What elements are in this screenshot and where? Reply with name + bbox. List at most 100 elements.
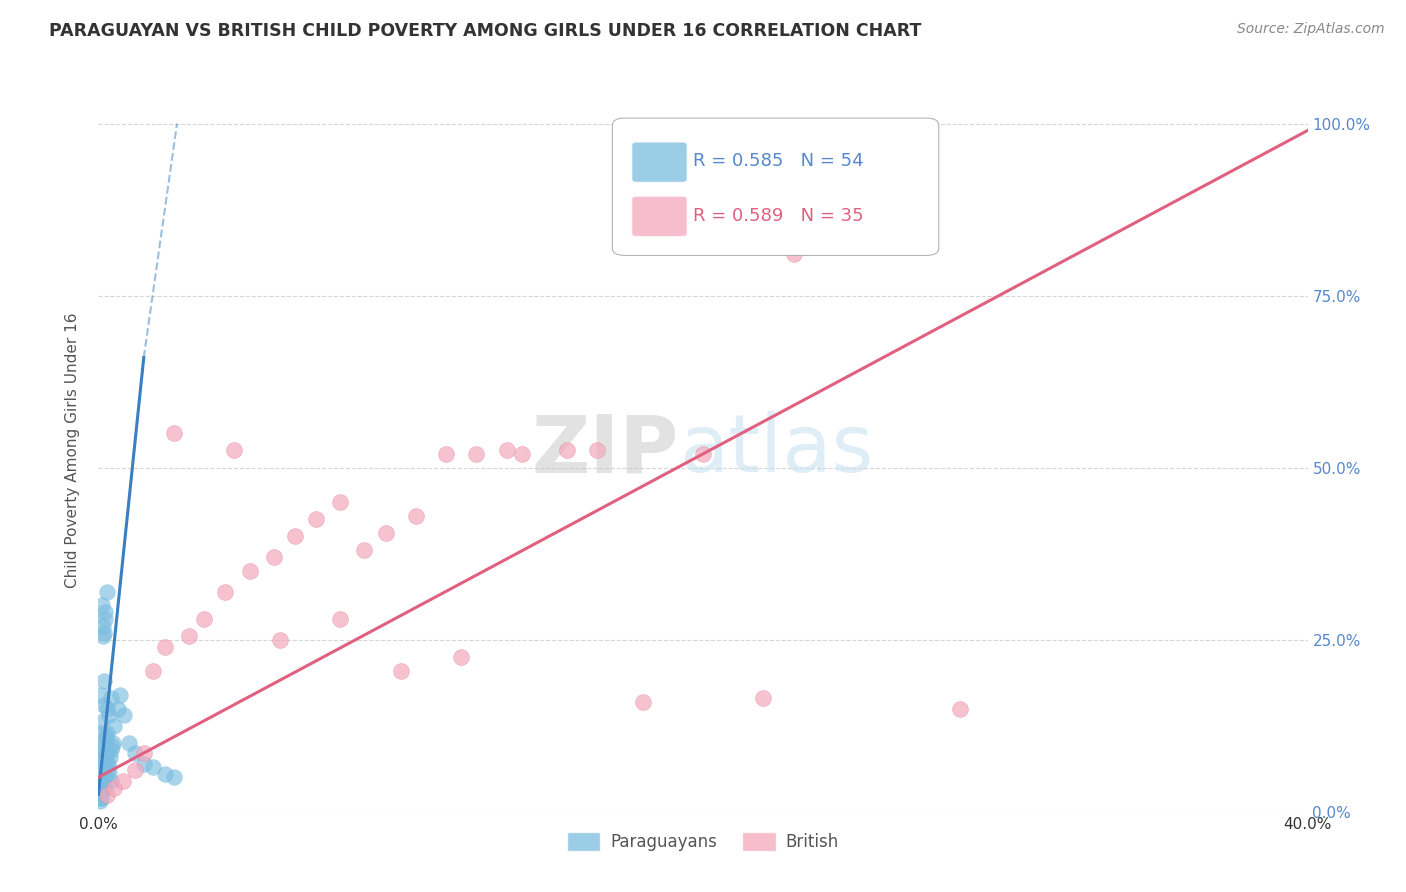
Point — [90, 715, 112, 730]
Point — [91, 767, 114, 781]
Point — [89, 788, 111, 802]
Text: Source: ZipAtlas.com: Source: ZipAtlas.com — [1237, 22, 1385, 37]
Point — [100, 773, 122, 788]
Point — [91, 619, 114, 633]
Point — [284, 529, 307, 543]
Point — [96, 746, 118, 760]
Point — [98, 708, 121, 723]
Text: R = 0.589   N = 35: R = 0.589 N = 35 — [693, 207, 863, 226]
Point — [224, 443, 246, 458]
Point — [100, 691, 122, 706]
Point — [93, 760, 115, 774]
Point — [93, 673, 115, 688]
Point — [90, 739, 112, 754]
Point — [450, 649, 472, 664]
Point — [94, 612, 117, 626]
Point — [405, 508, 427, 523]
Point — [93, 625, 115, 640]
Point — [263, 550, 285, 565]
Point — [124, 746, 146, 760]
Point — [91, 599, 114, 613]
Point — [752, 691, 775, 706]
Point — [107, 701, 129, 715]
Point — [374, 526, 396, 541]
Point — [90, 743, 112, 757]
Point — [91, 629, 114, 643]
Point — [96, 725, 118, 739]
Point — [389, 664, 412, 678]
Point — [94, 732, 117, 747]
Point — [118, 736, 141, 750]
Text: PARAGUAYAN VS BRITISH CHILD POVERTY AMONG GIRLS UNDER 16 CORRELATION CHART: PARAGUAYAN VS BRITISH CHILD POVERTY AMON… — [49, 22, 921, 40]
Point — [153, 767, 176, 781]
FancyBboxPatch shape — [631, 196, 688, 236]
Point — [124, 764, 146, 778]
Point — [132, 756, 155, 771]
Point — [329, 612, 352, 626]
Point — [329, 495, 352, 509]
Point — [90, 688, 112, 702]
Point — [96, 584, 118, 599]
Point — [90, 777, 112, 791]
Point — [93, 698, 115, 712]
Point — [631, 695, 654, 709]
Point — [97, 756, 120, 771]
Point — [96, 764, 118, 778]
Point — [90, 791, 112, 805]
Point — [305, 512, 328, 526]
Point — [132, 746, 155, 760]
Point — [93, 777, 115, 791]
Legend: Paraguayans, British: Paraguayans, British — [561, 825, 845, 857]
Point — [111, 773, 134, 788]
Point — [692, 447, 714, 461]
Point — [153, 640, 176, 654]
Point — [96, 756, 118, 771]
Point — [103, 780, 125, 795]
Point — [89, 794, 111, 808]
Text: R = 0.585   N = 54: R = 0.585 N = 54 — [693, 153, 863, 170]
Point — [510, 447, 533, 461]
Point — [94, 770, 117, 784]
Point — [93, 749, 115, 764]
Point — [163, 770, 186, 784]
Point — [239, 564, 262, 578]
Point — [90, 753, 112, 767]
Text: atlas: atlas — [679, 411, 873, 490]
Point — [90, 725, 112, 739]
Point — [98, 749, 121, 764]
FancyBboxPatch shape — [631, 142, 688, 182]
Point — [94, 605, 117, 619]
FancyBboxPatch shape — [613, 118, 939, 255]
Point — [434, 447, 457, 461]
Point — [495, 443, 517, 458]
Point — [98, 764, 121, 779]
Point — [142, 664, 165, 678]
Point — [949, 701, 972, 715]
Point — [96, 788, 118, 802]
Point — [353, 543, 375, 558]
Point — [100, 743, 122, 757]
Point — [108, 688, 131, 702]
Point — [112, 708, 135, 723]
Point — [90, 791, 112, 805]
Point — [783, 247, 806, 261]
Point — [465, 447, 488, 461]
Text: ZIP: ZIP — [531, 411, 679, 490]
Point — [193, 612, 215, 626]
Point — [101, 736, 124, 750]
Point — [179, 629, 201, 643]
Point — [586, 443, 609, 458]
Point — [91, 784, 114, 798]
Y-axis label: Child Poverty Among Girls Under 16: Child Poverty Among Girls Under 16 — [65, 313, 80, 588]
Point — [214, 584, 236, 599]
Point — [555, 443, 578, 458]
Point — [96, 701, 118, 715]
Point — [142, 760, 165, 774]
Point — [163, 426, 186, 441]
Point — [101, 739, 124, 754]
Point — [269, 632, 291, 647]
Point — [91, 779, 114, 793]
Point — [103, 719, 125, 733]
Point — [94, 729, 117, 743]
Point — [93, 780, 115, 795]
